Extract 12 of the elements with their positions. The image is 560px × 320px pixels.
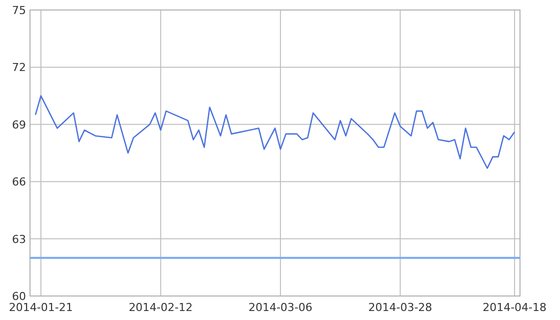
x-tick-label: 2014-04-18 <box>482 301 547 314</box>
y-tick-label: 63 <box>12 232 26 246</box>
x-tick-label: 2014-01-21 <box>8 301 73 314</box>
y-tick-label: 60 <box>12 290 26 303</box>
x-tick-label: 2014-03-28 <box>368 301 432 314</box>
y-tick-label: 69 <box>12 118 26 132</box>
x-tick-label: 2014-03-06 <box>248 301 312 314</box>
y-tick-label: 66 <box>12 176 26 189</box>
line-series <box>34 95 516 169</box>
y-tick-label: 72 <box>12 61 26 74</box>
x-tick-label: 2014-02-12 <box>128 301 193 314</box>
y-tick-label: 75 <box>12 4 26 17</box>
